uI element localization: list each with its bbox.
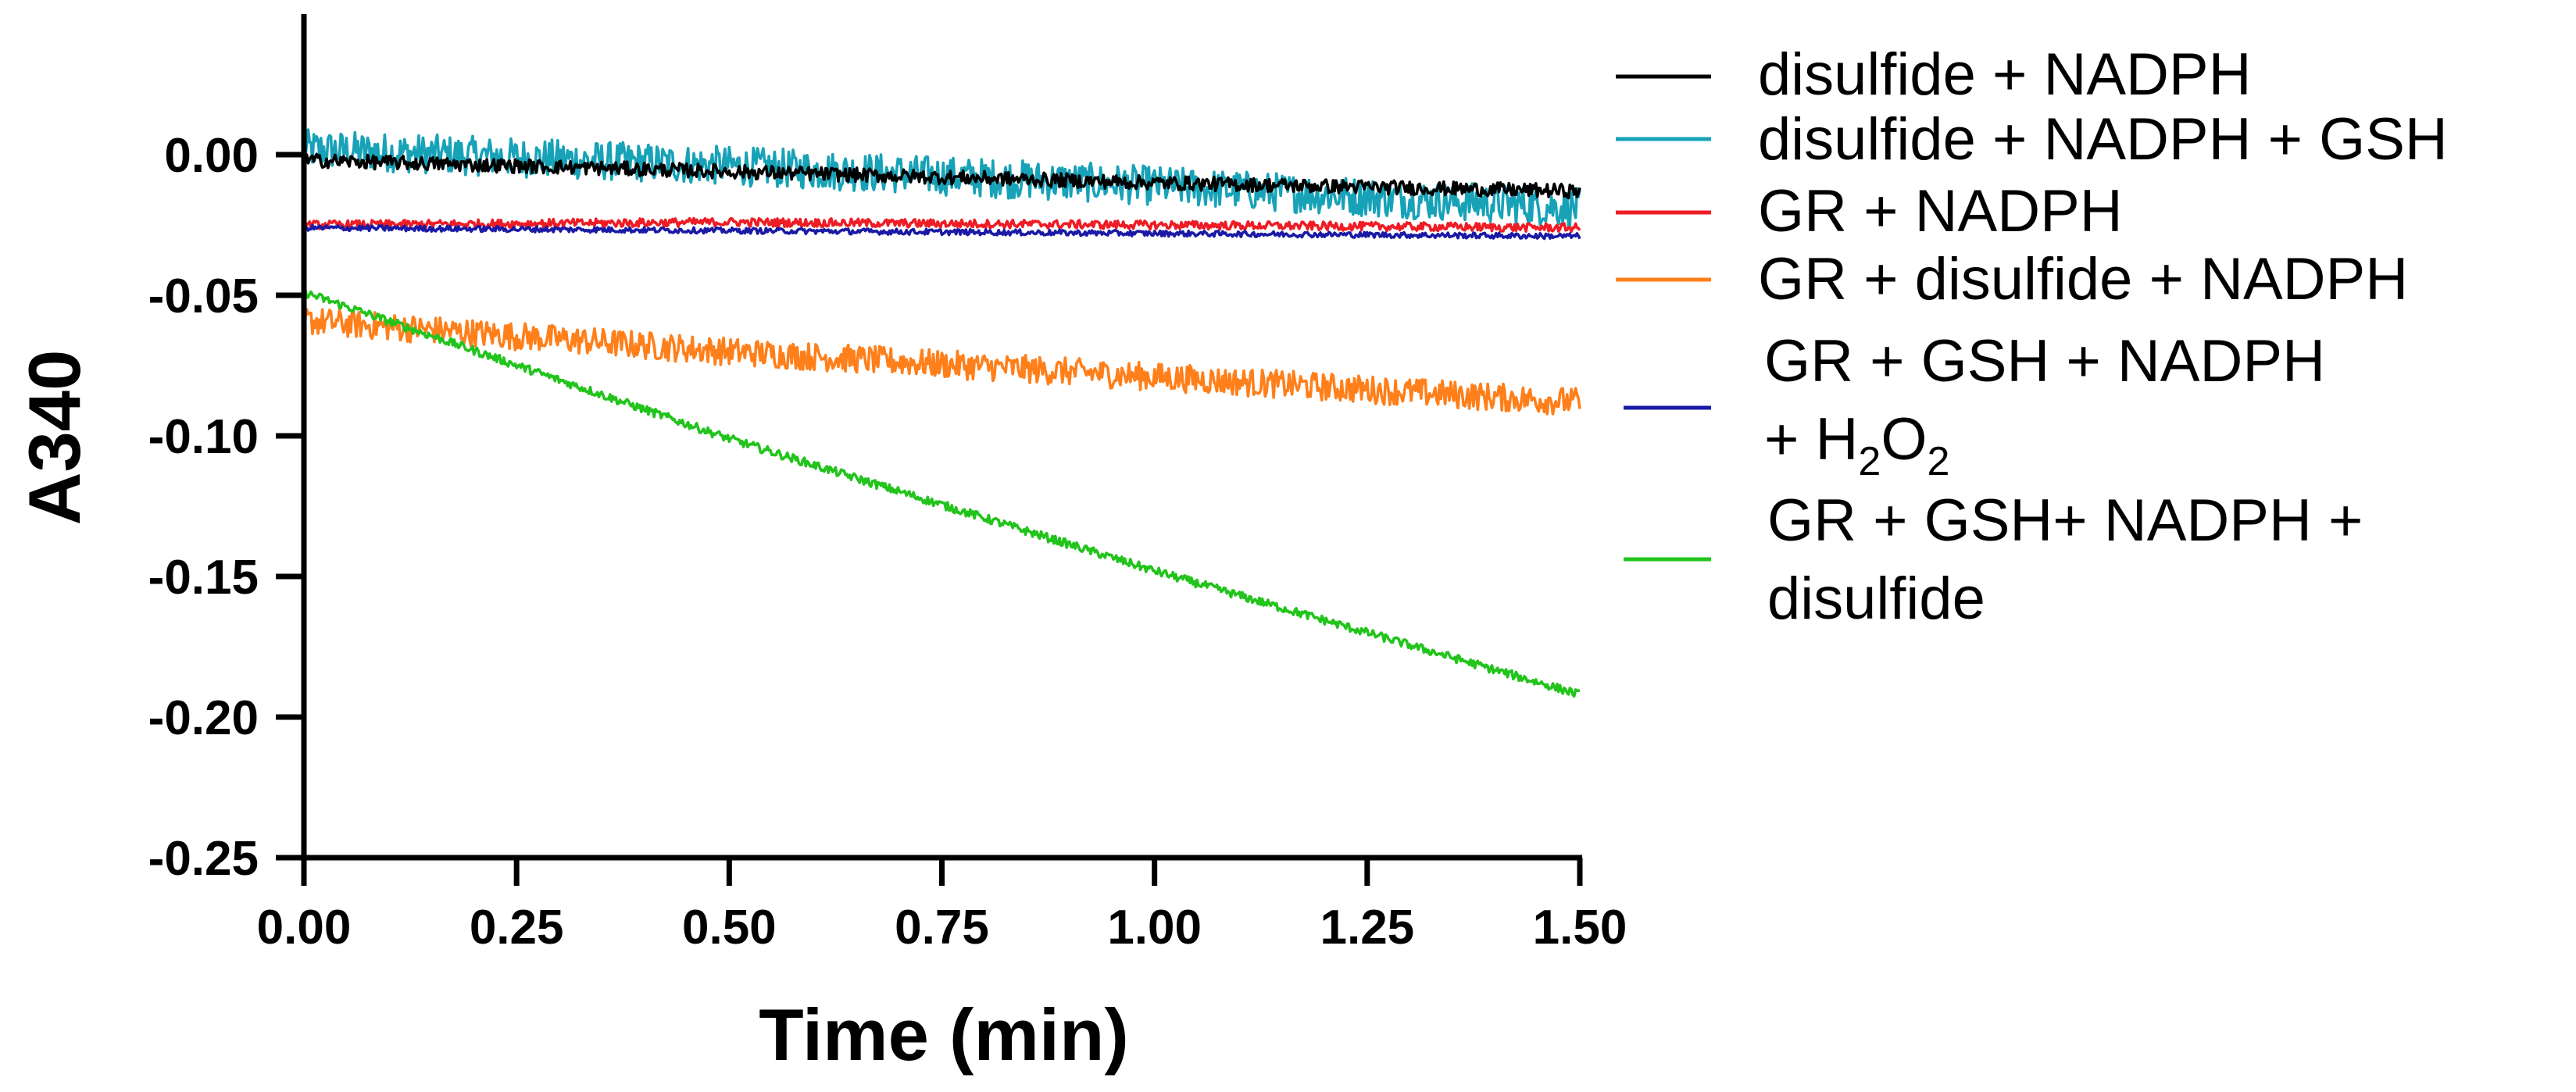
legend-label-o: O bbox=[1881, 406, 1927, 473]
legend-label-gr-nadph: GR + NADPH bbox=[1758, 178, 2123, 244]
legend-label-disulfide-nadph-gsh: disulfide + NADPH + GSH bbox=[1758, 106, 2448, 173]
x-axis-title: Time (min) bbox=[759, 994, 1129, 1076]
series-line-4 bbox=[303, 223, 1581, 241]
x-tick-label: 0.00 bbox=[257, 901, 352, 955]
y-tick-label: -0.10 bbox=[148, 410, 259, 464]
legend: disulfide + NADPH disulfide + NADPH + GS… bbox=[1616, 41, 2448, 632]
axes: 0.00 0.25 0.50 0.75 1.00 1.25 1.50 0.00 -0.05 -0.… bbox=[148, 14, 1627, 955]
legend-label-line1: GR + GSH + NADPH bbox=[1764, 328, 2325, 394]
series-line-2 bbox=[302, 216, 1581, 234]
series-line-1 bbox=[302, 128, 1581, 228]
x-tick-label: 0.25 bbox=[470, 901, 564, 955]
legend-label-line1: GR + GSH+ NADPH + bbox=[1767, 487, 2363, 554]
series-line-3 bbox=[302, 307, 1581, 416]
legend-subscript-2a: 2 bbox=[1858, 439, 1881, 484]
series-line-0 bbox=[303, 152, 1581, 200]
legend-label-gr-disulfide-nadph: GR + disulfide + NADPH bbox=[1758, 246, 2408, 312]
x-tick-label: 1.25 bbox=[1320, 901, 1414, 955]
y-tick-label: -0.20 bbox=[148, 691, 259, 745]
x-tick-label: 0.50 bbox=[682, 901, 777, 955]
y-tick-label: 0.00 bbox=[164, 129, 259, 183]
x-tick-label: 0.75 bbox=[895, 901, 989, 955]
legend-label-line2: disulfide bbox=[1767, 566, 1985, 632]
y-tick-label: -0.15 bbox=[148, 551, 259, 605]
plot-area bbox=[302, 128, 1581, 698]
legend-label-disulfide-nadph: disulfide + NADPH bbox=[1758, 41, 2252, 108]
x-tick-label: 1.50 bbox=[1533, 901, 1627, 955]
legend-subscript-2b: 2 bbox=[1927, 439, 1949, 484]
y-axis-title: A340 bbox=[13, 350, 95, 526]
x-tick-label: 1.00 bbox=[1107, 901, 1202, 955]
legend-label-gr-gsh-nadph-h2o2: GR + GSH + NADPH + H2O2 bbox=[1764, 328, 2342, 484]
series-line-5 bbox=[303, 287, 1581, 698]
legend-label-gr-gsh-nadph-disulfide: GR + GSH+ NADPH + disulfide bbox=[1767, 487, 2379, 632]
y-tick-label: -0.05 bbox=[148, 269, 259, 323]
y-tick-label: -0.25 bbox=[148, 832, 259, 886]
legend-label-line2: + H bbox=[1764, 406, 1858, 473]
